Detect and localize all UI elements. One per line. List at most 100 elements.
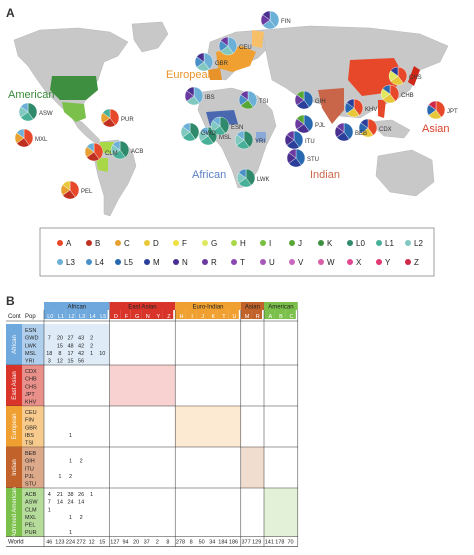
column-header: Z: [167, 314, 171, 320]
pie-slice: [196, 52, 205, 63]
legend-label: L3: [66, 258, 75, 267]
table-cell: 48: [67, 343, 73, 349]
legend-label: M: [153, 258, 160, 267]
region-label-indian: Indian: [310, 169, 340, 181]
table-cell: 10: [99, 351, 105, 357]
table-cell: 15: [67, 359, 73, 365]
column-header-bg: [75, 310, 87, 319]
column-header: I: [191, 314, 193, 320]
kenya-highlight: [256, 132, 266, 142]
world-cell: 224: [66, 540, 75, 546]
population-label: CLM: [105, 151, 118, 157]
column-header-bg: [65, 310, 76, 319]
legend-swatch: [57, 240, 63, 246]
column-header-bg: [251, 310, 262, 319]
column-header-bg: [97, 310, 108, 319]
group-header-bar: [175, 302, 241, 310]
table-cell: 2: [90, 336, 93, 342]
continent-band: [6, 447, 22, 488]
legend-label: B: [95, 239, 100, 248]
column-header: L0: [47, 314, 53, 320]
pie-slice: [240, 90, 249, 101]
column-header: T: [222, 314, 226, 320]
population-label: KHV: [365, 107, 377, 113]
group-header-label: Euro-Indian: [192, 305, 223, 311]
table-cell: 43: [78, 336, 84, 342]
world-cell: 12: [89, 540, 95, 546]
world-cell: 70: [287, 540, 293, 546]
legend-swatch: [86, 240, 92, 246]
table-cell: 20: [57, 336, 63, 342]
population-label: ITU: [305, 139, 315, 145]
continent-label: European: [12, 413, 18, 439]
column-header-bg: [217, 310, 229, 319]
pie-slice: [27, 102, 38, 120]
table-cell: 1: [69, 433, 72, 439]
group-header-label: American: [268, 305, 293, 311]
world-label: World: [8, 540, 24, 546]
pie-slice: [295, 148, 306, 166]
population-label: STU: [307, 157, 319, 163]
pop-label: ITU: [25, 466, 34, 472]
sampled-countries: [50, 30, 420, 172]
world-cell: 141: [265, 540, 274, 546]
legend-swatch: [231, 259, 237, 265]
table-cell: 26: [78, 492, 84, 498]
peru-highlight: [96, 158, 108, 172]
legend-swatch: [173, 259, 179, 265]
world-cell: 272: [77, 540, 86, 546]
legend-swatch: [289, 240, 295, 246]
pie-slice: [193, 86, 204, 104]
continent-label: Indian: [12, 459, 18, 475]
legend-label: N: [182, 258, 188, 267]
australia-shape: [375, 149, 435, 197]
world-cell: 46: [46, 540, 52, 546]
table-cell: 42: [78, 351, 84, 357]
head-pop: Pop: [25, 314, 36, 320]
table-cell: 4: [48, 492, 51, 498]
pop-label: BEB: [25, 451, 36, 457]
population-label: YRI: [255, 139, 265, 145]
continent-band: [6, 365, 22, 406]
legend-label: L4: [95, 258, 104, 267]
legend-swatch: [57, 259, 63, 265]
legend-swatch: [260, 240, 266, 246]
legend-label: H: [240, 239, 246, 248]
pie-slice: [69, 180, 80, 198]
pie-slice: [367, 118, 378, 136]
legend-swatch: [173, 240, 179, 246]
column-header-bg: [86, 310, 97, 319]
legend-swatch: [202, 240, 208, 246]
pop-label: JPT: [25, 392, 35, 398]
continent-band: [6, 324, 22, 365]
population-label: CEU: [239, 45, 252, 51]
greenland-shape: [131, 21, 169, 53]
pie-slice: [182, 122, 191, 133]
region-label-european: European: [166, 69, 214, 81]
pie-slice: [203, 52, 214, 70]
column-header: K: [211, 314, 215, 320]
pop-label: PEL: [25, 523, 35, 529]
table-cell: 56: [78, 359, 84, 365]
pie-slice: [112, 140, 121, 151]
table-cell: 2: [80, 459, 83, 465]
pop-label: MSL: [25, 351, 36, 357]
pie-slice: [435, 100, 446, 118]
pop-label: CHB: [25, 377, 37, 383]
world-cell: 20: [133, 540, 139, 546]
pie-slice: [245, 168, 256, 186]
legend-swatch: [347, 259, 353, 265]
pie-slice: [336, 122, 345, 133]
column-header-bg: [141, 310, 152, 319]
legend-swatch: [202, 259, 208, 265]
population-label: ASW: [39, 111, 53, 117]
column-header: A: [268, 314, 272, 320]
legend-label: Y: [385, 258, 391, 267]
pop-band: [22, 447, 44, 488]
population-label: PUR: [121, 117, 134, 123]
pop-label: TSI: [25, 441, 34, 447]
pop-band: [22, 406, 44, 447]
table-cell: 14: [78, 500, 84, 506]
population-label: CHB: [401, 93, 414, 99]
population-label: MSL: [219, 135, 232, 141]
